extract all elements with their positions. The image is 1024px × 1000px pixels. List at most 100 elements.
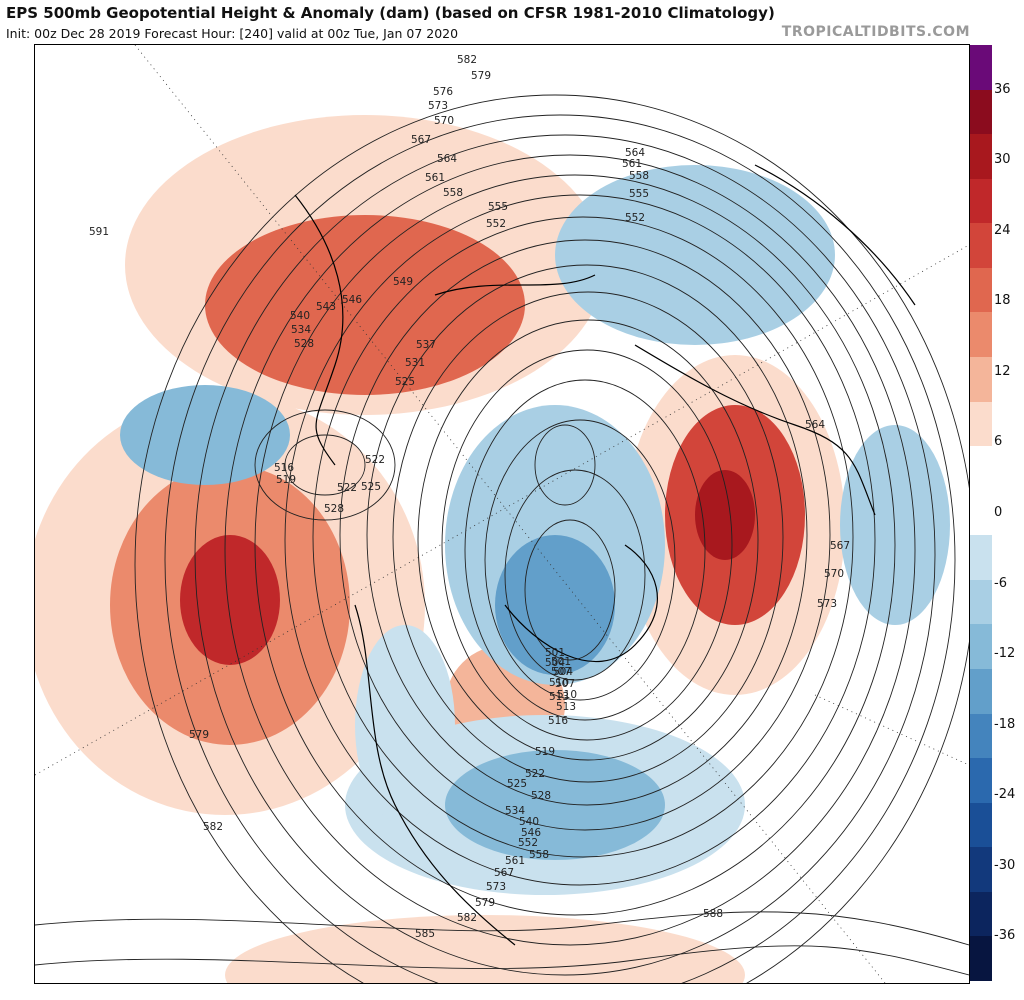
contour-label: 588 bbox=[703, 908, 723, 920]
contour-label: 579 bbox=[189, 729, 209, 741]
polar-stereographic-map: 591 582 579 576 573 570 567 564 561 558 … bbox=[34, 44, 970, 984]
contour-label: 564 bbox=[437, 153, 457, 165]
contour-label: 564 bbox=[625, 147, 645, 159]
contour-label: 567 bbox=[411, 134, 431, 146]
contour-label: 582 bbox=[457, 912, 477, 924]
contour-label: 555 bbox=[629, 188, 649, 200]
colorbar-segment bbox=[970, 535, 992, 581]
colorbar-tick-label: 24 bbox=[994, 222, 1011, 238]
contour-label: 501 bbox=[545, 647, 565, 659]
anomaly-positive-siberia-core bbox=[205, 215, 525, 395]
anomaly-positive-pacific-peak bbox=[180, 535, 280, 665]
colorbar-segment bbox=[970, 89, 992, 135]
contour-label: 504 bbox=[545, 657, 565, 669]
contour-label: 582 bbox=[203, 821, 223, 833]
contour-label: 582 bbox=[457, 54, 477, 66]
colorbar-tick-label: -12 bbox=[994, 646, 1016, 662]
contour-label: 573 bbox=[817, 598, 837, 610]
contour-label: 513 bbox=[549, 691, 569, 703]
contour-label: 522 bbox=[365, 454, 385, 466]
colorbar-segment bbox=[970, 891, 992, 937]
contour-label: 540 bbox=[290, 310, 310, 322]
contour-label: 561 bbox=[622, 158, 642, 170]
contour-label: 552 bbox=[486, 218, 506, 230]
anomaly-negative-mideast bbox=[840, 425, 950, 625]
contour-label: 585 bbox=[415, 928, 435, 940]
contour-label: 507 bbox=[555, 678, 575, 690]
colorbar-segment bbox=[970, 401, 992, 447]
contour-label: 567 bbox=[494, 867, 514, 879]
contour-label: 537 bbox=[416, 339, 436, 351]
anomaly-positive-atlantic bbox=[225, 915, 745, 983]
brand-watermark[interactable]: TROPICALTIDBITS.COM bbox=[781, 24, 970, 40]
height-contours bbox=[35, 94, 969, 983]
colorbar-tick-label: 18 bbox=[994, 293, 1011, 309]
colorbar-segment bbox=[970, 490, 992, 536]
colorbar-tick-label: 6 bbox=[994, 434, 1003, 450]
contour-label: 519 bbox=[535, 746, 555, 758]
colorbar-segment bbox=[970, 579, 992, 625]
colorbar-tick-label: -30 bbox=[994, 857, 1016, 873]
colorbar-segment bbox=[970, 936, 992, 982]
colorbar-segment bbox=[970, 312, 992, 358]
anomaly-shading bbox=[35, 115, 950, 983]
contour-label: 552 bbox=[518, 837, 538, 849]
colorbar-segment bbox=[970, 357, 992, 403]
anomaly-negative-westcoast bbox=[355, 625, 455, 825]
colorbar-segment bbox=[970, 802, 992, 848]
anomaly-positive-europe-peak bbox=[695, 470, 755, 560]
colorbar-segment bbox=[970, 446, 992, 492]
colorbar-segment bbox=[970, 178, 992, 224]
contour-label: 540 bbox=[519, 816, 539, 828]
contour-label: 561 bbox=[425, 172, 445, 184]
contour-label: 528 bbox=[324, 503, 344, 515]
contour-label: 510 bbox=[549, 677, 569, 689]
colorbar-tick-label: -18 bbox=[994, 716, 1016, 732]
contour-label: 525 bbox=[507, 778, 527, 790]
colorbar-segment bbox=[970, 713, 992, 759]
contour-label: 513 bbox=[556, 701, 576, 713]
contour-label: 570 bbox=[824, 568, 844, 580]
colorbar-tick-label: 0 bbox=[994, 505, 1003, 520]
contour-label: 501 bbox=[551, 656, 571, 668]
contour-label: 579 bbox=[475, 897, 495, 909]
contour-label: 555 bbox=[488, 201, 508, 213]
contour-label: 504 bbox=[553, 666, 573, 678]
contour-label: 552 bbox=[625, 212, 645, 224]
contour-label: 528 bbox=[531, 790, 551, 802]
contour-label: 522 bbox=[525, 768, 545, 780]
colorbar-segment bbox=[970, 223, 992, 269]
contour-label: 525 bbox=[395, 376, 415, 388]
contour-label: 543 bbox=[316, 301, 336, 313]
contour-label-group: 591 582 579 576 573 570 567 564 561 558 … bbox=[89, 54, 850, 940]
anomaly-negative-greenland bbox=[495, 535, 615, 675]
contour-label: 516 bbox=[548, 715, 568, 727]
map-title: EPS 500mb Geopotential Height & Anomaly … bbox=[6, 4, 775, 22]
colorbar-segment bbox=[970, 267, 992, 313]
colorbar-segment bbox=[970, 758, 992, 804]
contour-label: 579 bbox=[471, 70, 491, 82]
colorbar-tick-label: 36 bbox=[994, 81, 1011, 97]
contour-label: 528 bbox=[294, 338, 314, 350]
map-subtitle: Init: 00z Dec 28 2019 Forecast Hour: [24… bbox=[6, 26, 459, 41]
colorbar-segment bbox=[970, 624, 992, 670]
colorbar-segment bbox=[970, 847, 992, 893]
anomaly-negative-eastus-core bbox=[445, 750, 665, 860]
anomaly-colorbar bbox=[970, 45, 992, 982]
colorbar-tick-label: -36 bbox=[994, 928, 1016, 944]
contour-label: 567 bbox=[830, 540, 850, 552]
colorbar-tick-label: -6 bbox=[994, 575, 1007, 591]
contour-label: 558 bbox=[443, 187, 463, 199]
anomaly-negative-aleutian bbox=[120, 385, 290, 485]
contour-label: 558 bbox=[629, 170, 649, 182]
contour-label: 534 bbox=[505, 805, 525, 817]
contour-label: 534 bbox=[291, 324, 311, 336]
contour-label: 516 bbox=[274, 462, 294, 474]
colorbar-segment bbox=[970, 134, 992, 180]
contour-label: 546 bbox=[342, 294, 362, 306]
colorbar-tick-label: 12 bbox=[994, 363, 1011, 379]
colorbar-tick-label: 30 bbox=[994, 152, 1011, 168]
map-canvas: 591 582 579 576 573 570 567 564 561 558 … bbox=[35, 45, 969, 983]
contour-label: 546 bbox=[521, 827, 541, 839]
contour-label: 522 bbox=[337, 482, 357, 494]
